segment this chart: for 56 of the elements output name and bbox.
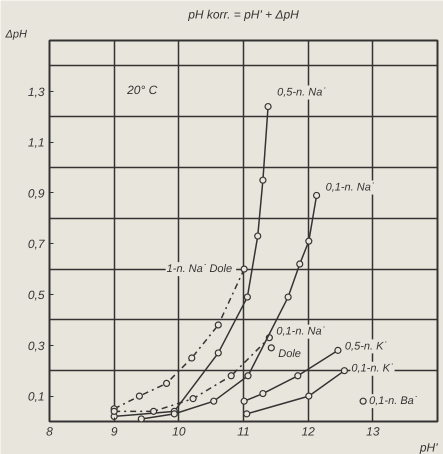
point <box>150 408 158 415</box>
point <box>240 266 248 273</box>
x-tick-label: 9 <box>110 424 118 438</box>
point <box>228 372 235 380</box>
point <box>268 344 275 352</box>
series-label: 0,5-n. K˙ <box>344 340 388 352</box>
series-label: 1-n. Na˙ Dole <box>166 263 232 276</box>
point <box>254 232 262 240</box>
point <box>243 410 250 418</box>
x-tick-label: 11 <box>237 424 250 438</box>
point <box>259 176 266 184</box>
y-tick-label: 0,7 <box>28 237 46 252</box>
x-tick-label: 10 <box>172 424 186 438</box>
y-tick-label: 0,3 <box>28 338 45 353</box>
point <box>210 398 218 405</box>
point <box>305 238 312 245</box>
series-label: 0,1-n. K˙ <box>351 362 394 375</box>
point <box>312 192 320 200</box>
point <box>305 392 312 400</box>
point <box>110 408 118 415</box>
y-tick-label: 0,1 <box>28 390 45 404</box>
y-tick-label: 1,3 <box>28 84 45 99</box>
point <box>296 260 304 268</box>
point <box>284 293 292 301</box>
y-tick-label: 1,1 <box>28 136 45 150</box>
point <box>294 372 302 380</box>
series-label: 0,1-n. Na˙ <box>326 181 374 194</box>
point <box>360 398 367 405</box>
point <box>244 293 251 301</box>
point <box>136 392 143 400</box>
point <box>188 354 196 362</box>
x-tick-label: 8 <box>46 424 54 438</box>
point <box>170 410 178 418</box>
x-axis-title: pH' <box>418 440 438 454</box>
point <box>264 102 272 110</box>
point <box>259 390 266 398</box>
point <box>334 346 342 354</box>
series-label: Dole <box>278 348 301 360</box>
point <box>214 321 222 329</box>
y-tick-label: 0,5 <box>28 288 45 302</box>
annotation: 20° C <box>126 83 158 98</box>
x-tick-label: 13 <box>366 424 380 438</box>
series-label: 0,5-n. Na˙ <box>277 86 326 99</box>
chart-title: pH korr. = pH' + ΔpH <box>187 8 300 22</box>
point <box>244 372 252 380</box>
point <box>340 367 348 374</box>
point <box>240 398 248 405</box>
point <box>138 415 145 422</box>
y-tick-label: 0,9 <box>28 186 45 200</box>
x-tick-label: 12 <box>301 424 316 438</box>
point <box>189 395 197 402</box>
series-label: 0,1-n. Na˙ <box>276 326 326 338</box>
point <box>214 349 222 357</box>
series-label: 0,1-n. Ba˙ <box>369 395 418 408</box>
point <box>162 380 170 387</box>
y-axis-title: ΔpH <box>4 28 27 40</box>
